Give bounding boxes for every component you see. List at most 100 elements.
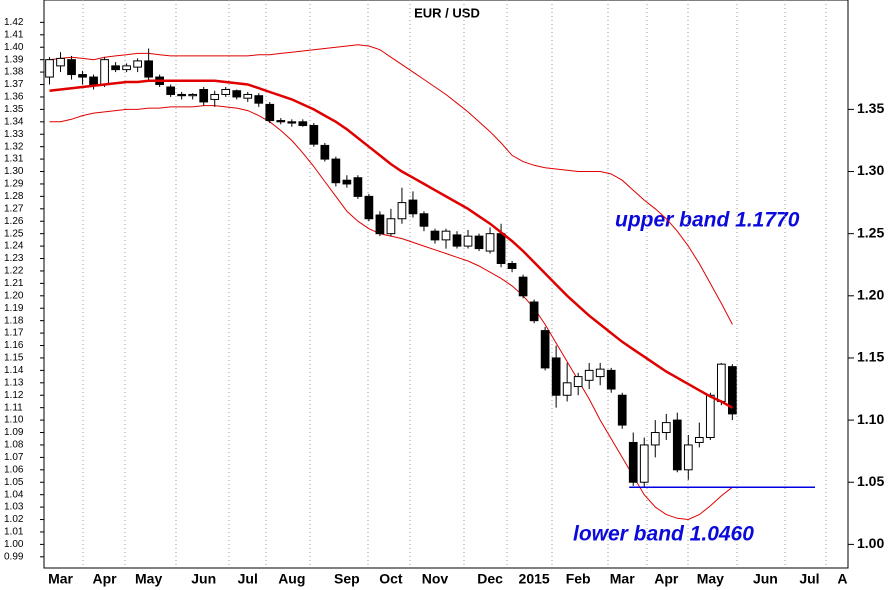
candle-body (221, 88, 231, 95)
y-tick-label: 0.99 (4, 551, 24, 562)
candle-body (199, 88, 209, 103)
candle-body (210, 93, 220, 100)
y2-tick-label: 1.00 (857, 535, 884, 551)
candle-body (122, 65, 131, 71)
y-tick-label: 1.00 (4, 539, 24, 550)
y-tick-label: 1.14 (4, 365, 24, 376)
candle-body (441, 230, 451, 241)
candle-body (584, 369, 594, 381)
candle-body (265, 103, 275, 122)
y-tick-label: 1.05 (4, 477, 24, 488)
candle-body (683, 444, 693, 471)
y-tick-label: 1.13 (4, 377, 24, 388)
y-tick-label: 1.19 (4, 303, 24, 314)
candle-body (232, 90, 242, 98)
y-tick-label: 1.28 (4, 191, 24, 202)
candle-body (397, 202, 407, 220)
y-tick-label: 1.32 (4, 141, 24, 152)
annotation: upper band 1.1770 (615, 209, 800, 232)
candle-body (67, 59, 76, 76)
candle-body (518, 276, 528, 297)
x-tick-label: Aug (278, 571, 305, 587)
y-tick-label: 1.20 (4, 290, 24, 301)
y-tick-label: 1.16 (4, 340, 24, 351)
y-tick-label: 1.17 (4, 328, 24, 339)
candle-body (485, 233, 495, 252)
y-tick-label: 1.11 (4, 402, 23, 413)
x-tick-label: Mar (610, 571, 635, 587)
candle-body (408, 199, 418, 215)
candle-body (100, 59, 109, 86)
x-tick-label: Jul (238, 571, 258, 587)
y2-tick-label: 1.20 (857, 287, 884, 303)
x-tick-label: Jun (753, 571, 778, 587)
candle-body (606, 369, 616, 390)
y-tick-label: 1.29 (4, 179, 24, 190)
candle-body (166, 86, 176, 95)
x-tick-label: A (837, 571, 847, 587)
candle-body (430, 230, 440, 241)
candle-body (562, 382, 572, 396)
y-tick-label: 1.38 (4, 67, 24, 78)
candle-body (320, 144, 330, 160)
candle-body (298, 121, 308, 127)
x-tick-label: Feb (566, 571, 591, 587)
y-tick-label: 1.18 (4, 315, 24, 326)
y-tick-label: 1.39 (4, 54, 24, 65)
y2-tick-label: 1.35 (857, 100, 884, 116)
candle-body (551, 357, 561, 396)
middle-band (49, 79, 734, 409)
x-tick-label: Jun (191, 571, 216, 587)
candle-body (45, 59, 54, 78)
candle-body (716, 363, 726, 402)
y-tick-label: 1.27 (4, 203, 24, 214)
y-tick-label: 1.26 (4, 216, 24, 227)
y-tick-label: 1.36 (4, 92, 24, 103)
candle-body (309, 125, 319, 145)
x-tick-label: May (697, 571, 724, 587)
candle-body (650, 432, 660, 446)
candle-body (56, 57, 65, 67)
y-tick-label: 1.24 (4, 241, 24, 252)
candle-body (694, 436, 704, 443)
candle-body (375, 214, 385, 235)
candle-body (595, 368, 605, 378)
y-tick-label: 1.40 (4, 42, 24, 53)
chart-title: EUR / USD (414, 5, 480, 20)
x-tick-label: Sep (334, 571, 360, 587)
candle-body (177, 93, 187, 97)
candle-body (364, 195, 374, 220)
y-tick-label: 1.30 (4, 166, 24, 177)
y-tick-label: 1.41 (4, 29, 24, 40)
candle-body (507, 262, 517, 269)
candle-body (573, 376, 583, 388)
y-tick-label: 1.15 (4, 353, 24, 364)
y-tick-label: 1.10 (4, 415, 24, 426)
candle-body (331, 158, 341, 184)
candle-body (276, 120, 286, 123)
y-tick-label: 1.22 (4, 266, 24, 277)
x-tick-label: 2015 (519, 571, 550, 587)
x-tick-label: Apr (93, 571, 118, 587)
y2-tick-label: 1.30 (857, 162, 884, 178)
y-tick-label: 1.01 (4, 527, 24, 538)
y-tick-label: 1.34 (4, 116, 24, 127)
candle-body (496, 233, 506, 264)
candle-body (628, 441, 638, 483)
y-tick-label: 1.07 (4, 452, 24, 463)
y-tick-label: 1.37 (4, 79, 24, 90)
y-tick-label: 1.04 (4, 489, 24, 500)
x-tick-label: Apr (654, 571, 679, 587)
y-tick-label: 1.03 (4, 502, 24, 513)
annotation: lower band 1.0460 (573, 523, 754, 546)
candle-body (342, 179, 352, 185)
candle-body (243, 93, 253, 99)
candle-body (386, 218, 396, 235)
x-tick-label: Oct (379, 571, 403, 587)
candle-body (287, 121, 297, 124)
candle-body (474, 235, 484, 250)
candle-body (133, 60, 142, 68)
y-tick-label: 1.23 (4, 253, 24, 264)
candle-body (111, 65, 120, 71)
